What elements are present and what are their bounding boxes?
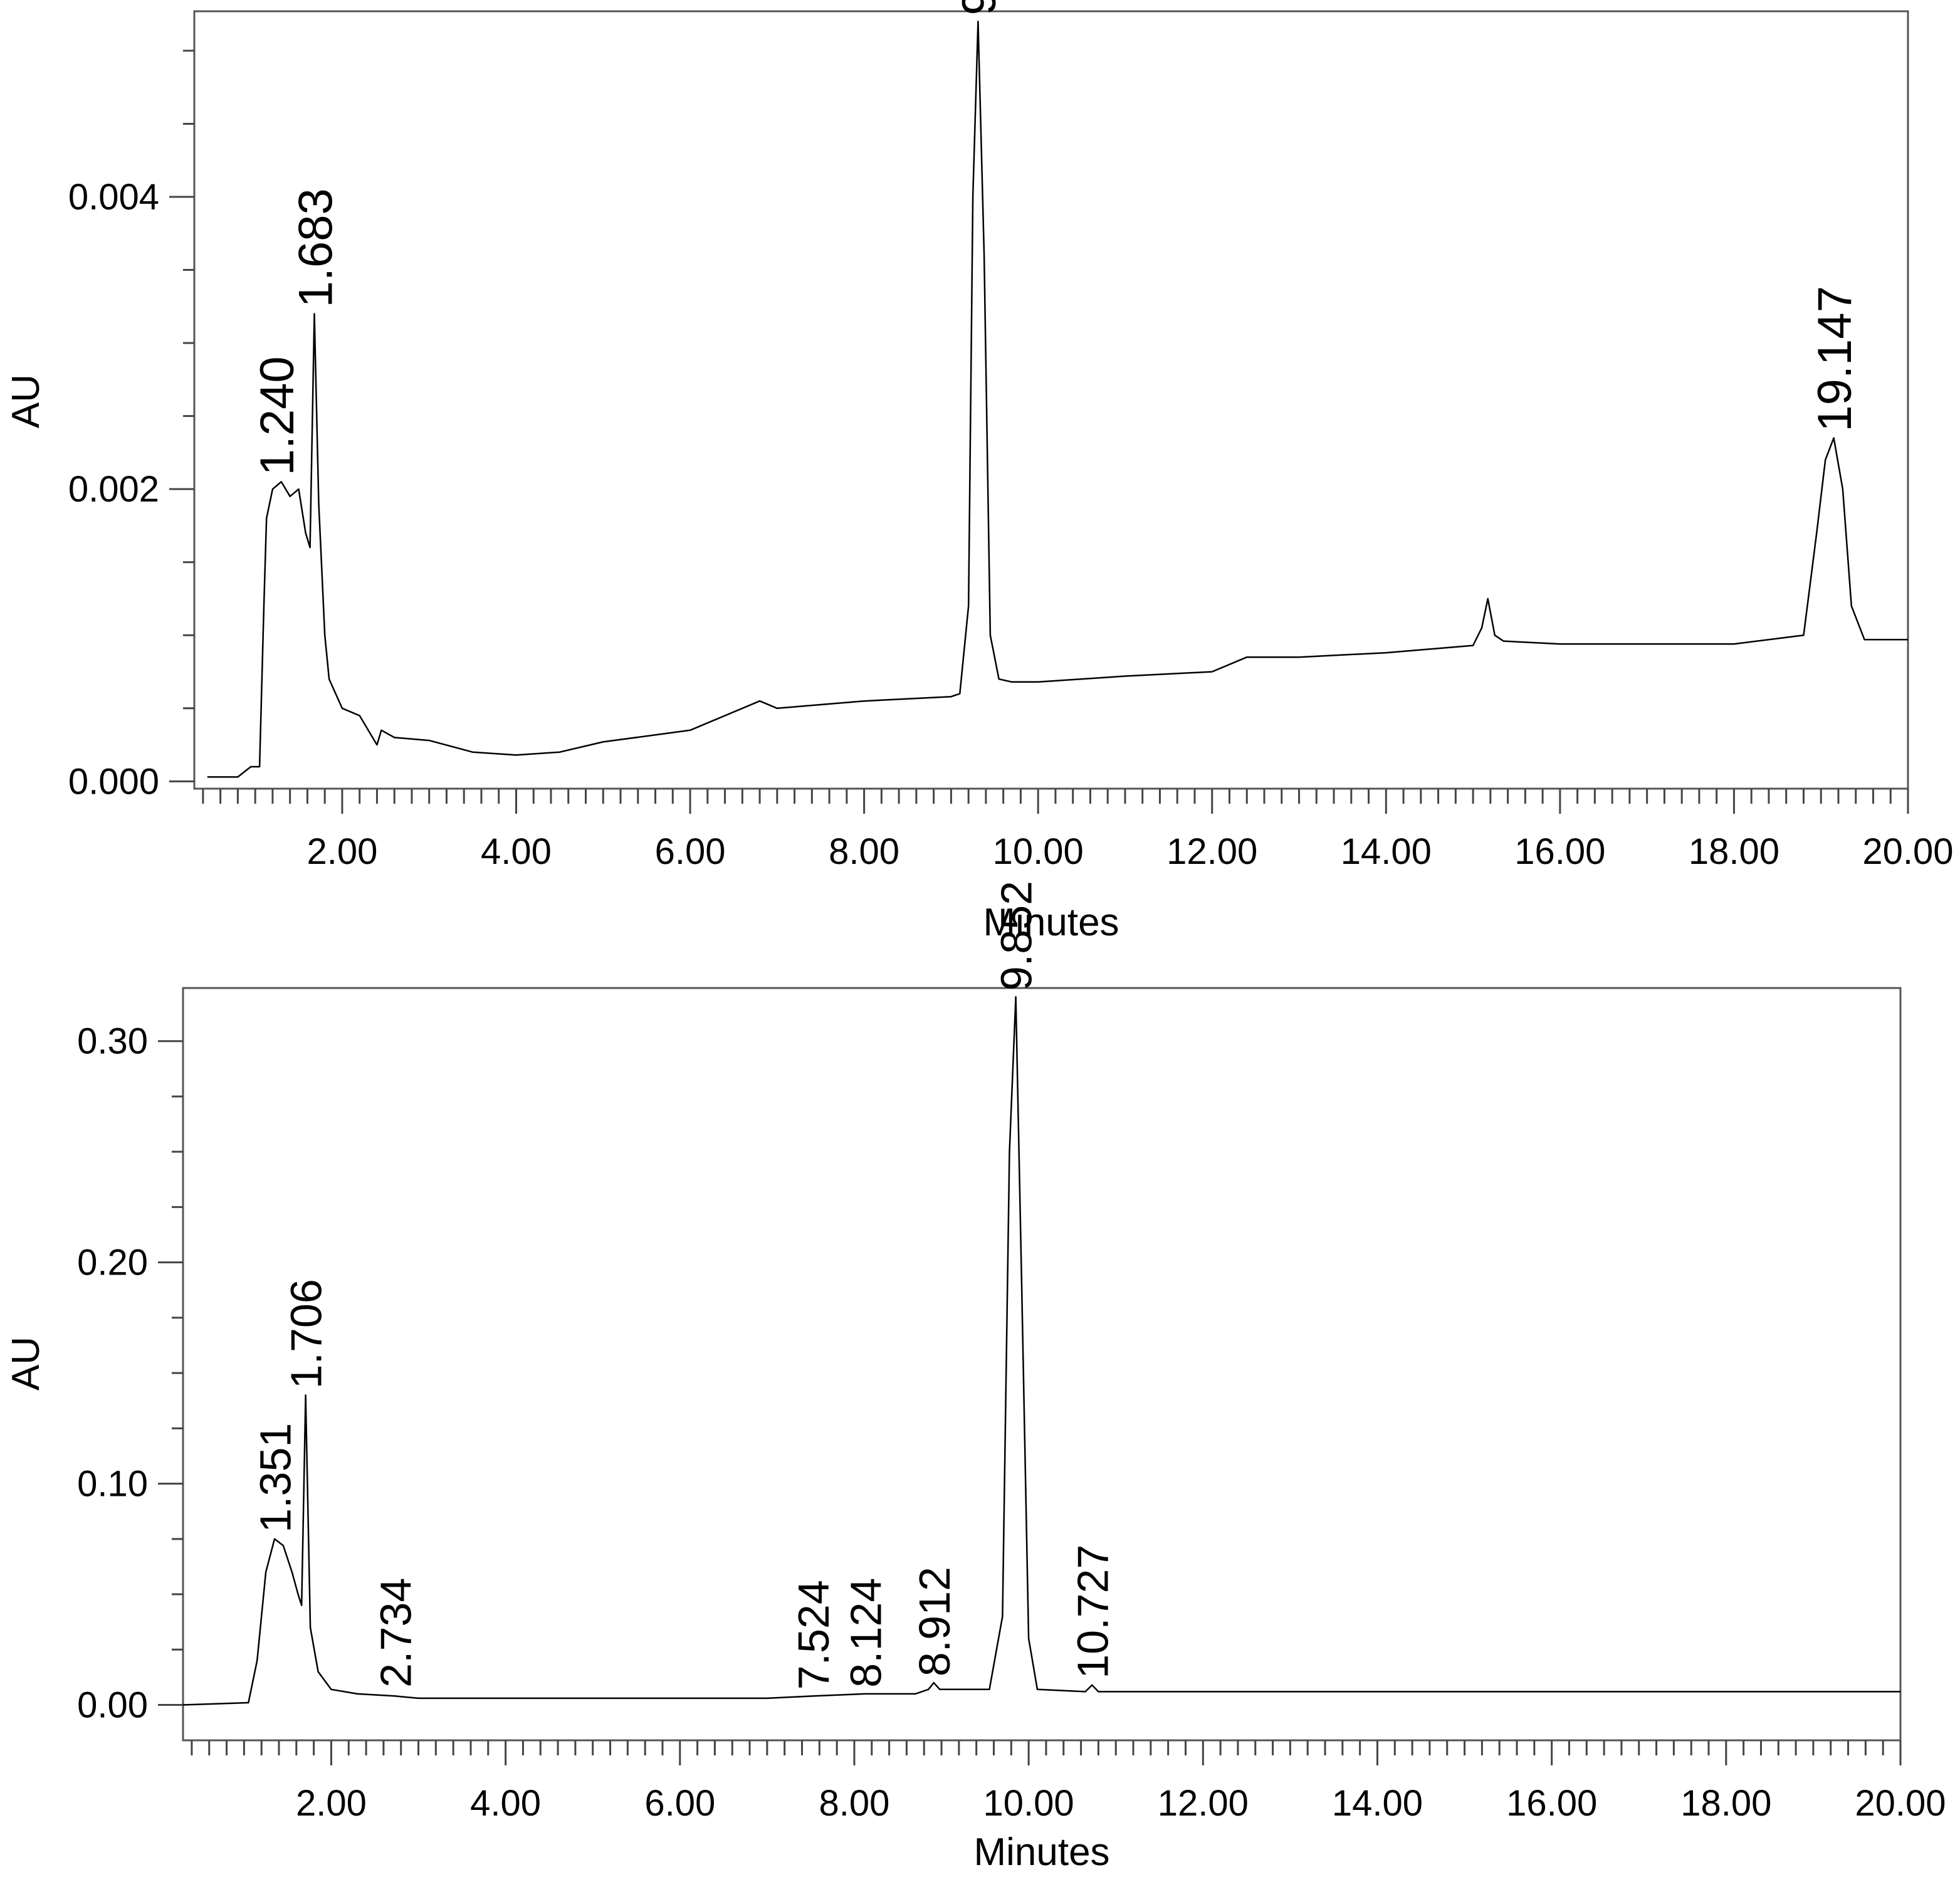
y-tick-label: 0.00 (77, 1685, 148, 1726)
y-tick-label: 0.20 (77, 1243, 148, 1283)
x-tick-label: 20.00 (1855, 1783, 1946, 1824)
plot-frame (193, 10, 1909, 790)
chromatogram-trace (207, 21, 1908, 778)
y-axis-title: AU (4, 1337, 48, 1390)
x-tick-label: 4.00 (470, 1783, 541, 1824)
x-tick-label: 12.00 (1166, 831, 1257, 872)
peak-label: 1.706 (282, 1279, 331, 1389)
x-tick-label: 18.00 (1680, 1783, 1771, 1824)
peak-label: 1.683 (289, 188, 342, 307)
peak-label: 2.734 (372, 1578, 421, 1688)
y-tick-label: 0.002 (68, 469, 159, 510)
x-tick-label: 16.00 (1514, 831, 1605, 872)
x-tick-label: 10.00 (983, 1783, 1074, 1824)
x-tick-label: 8.00 (819, 1783, 890, 1824)
plot-frame (182, 987, 1902, 1742)
x-tick-label: 14.00 (1341, 831, 1432, 872)
y-axis-title: AU (4, 374, 48, 428)
peak-label: 7.524 (789, 1580, 838, 1690)
x-tick-label: 12.00 (1158, 1783, 1249, 1824)
chromatogram-trace (182, 996, 1900, 1706)
chromatogram-top: 2.00 4.00 6.00 8.00 10.00 12.00 14.00 16.00 18.0… (4, 0, 1954, 944)
x-tick-label: 6.00 (644, 1783, 715, 1824)
x-tick-label: 16.00 (1506, 1783, 1597, 1824)
y-tick-label: 0.004 (68, 177, 159, 218)
y-tick-label: 0.30 (77, 1021, 148, 1062)
x-tick-label: 14.00 (1332, 1783, 1423, 1824)
x-tick-label: 20.00 (1862, 831, 1953, 872)
x-tick-label: 6.00 (655, 831, 726, 872)
y-tick-label: 0.10 (77, 1464, 148, 1505)
peak-label: 19.147 (1808, 286, 1862, 431)
x-tick-label: 2.00 (307, 831, 377, 872)
x-tick-label: 10.00 (993, 831, 1084, 872)
chromatogram-bottom: 2.00 4.00 6.00 8.00 10.00 12.00 14.00 16.00 18.0… (4, 881, 1946, 1874)
peak-label: 8.124 (841, 1578, 890, 1688)
peak-label: 9.852 (992, 881, 1041, 991)
x-axis-title: Minutes (973, 1831, 1109, 1874)
x-tick-label: 18.00 (1689, 831, 1779, 872)
x-tick-label: 4.00 (481, 831, 552, 872)
peak-label: 1.351 (251, 1423, 300, 1533)
x-axis-title: Minutes (983, 901, 1119, 944)
peak-label: 8.912 (910, 1567, 959, 1676)
x-tick-label: 8.00 (829, 831, 899, 872)
x-tick-label: 2.00 (296, 1783, 367, 1824)
peak-label: 10.727 (1068, 1545, 1117, 1679)
peak-label: 9.312 (953, 0, 1006, 15)
y-tick-label: 0.000 (68, 761, 159, 802)
peak-label: 1.240 (251, 356, 304, 475)
